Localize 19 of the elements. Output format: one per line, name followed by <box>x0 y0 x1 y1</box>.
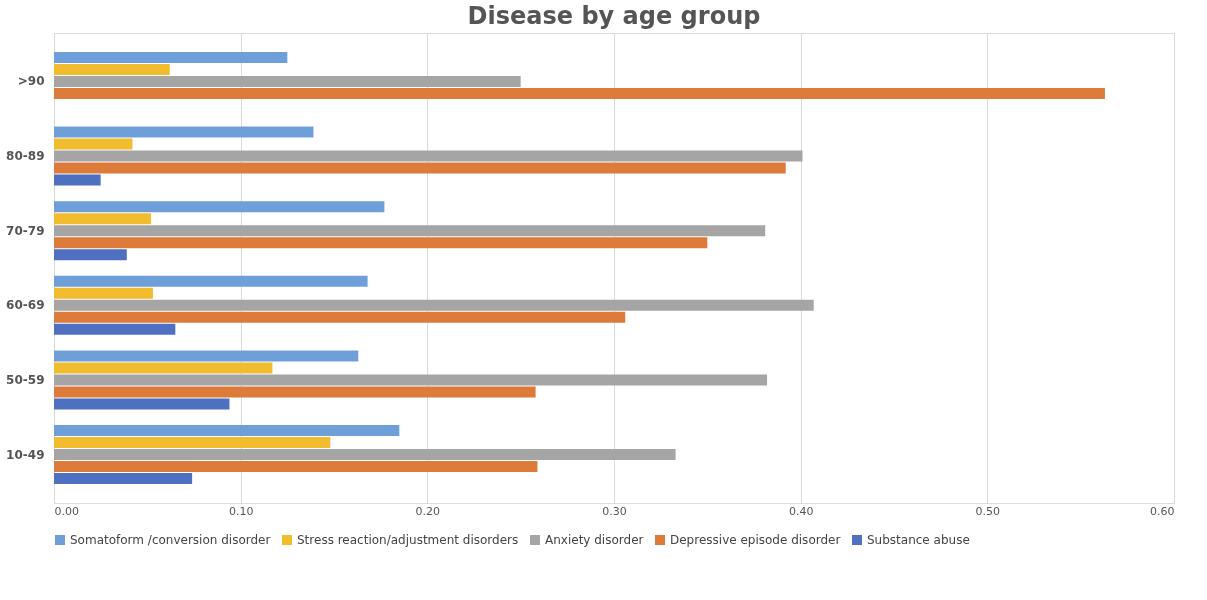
x-tick-label: 0.10 <box>228 504 254 518</box>
x-tick-label: 0.40 <box>788 504 814 518</box>
legend-label: Somatoform /conversion disorder <box>70 533 271 547</box>
chart-title: Disease by age group <box>467 2 761 30</box>
legend-label: Stress reaction/adjustment disorders <box>297 533 519 547</box>
y-tick-label: 80-89 <box>6 149 45 164</box>
y-tick-label: 50-59 <box>6 372 45 387</box>
y-tick-label: >90 <box>17 74 45 89</box>
x-tick-label: 0.60 <box>1150 504 1175 518</box>
y-tick-label: 60-69 <box>6 298 45 313</box>
x-tick-label: 0.00 <box>54 504 79 518</box>
legend-label: Substance abuse <box>867 533 970 547</box>
x-tick-label: 0.30 <box>602 504 627 518</box>
y-tick-label: 10-49 <box>6 447 45 462</box>
legend-label: Depressive episode disorder <box>670 533 841 547</box>
x-tick-label: 0.20 <box>415 504 441 518</box>
y-tick-label: 70-79 <box>6 223 45 238</box>
x-tick-label: 0.50 <box>975 504 1001 518</box>
legend-label: Anxiety disorder <box>545 533 644 547</box>
